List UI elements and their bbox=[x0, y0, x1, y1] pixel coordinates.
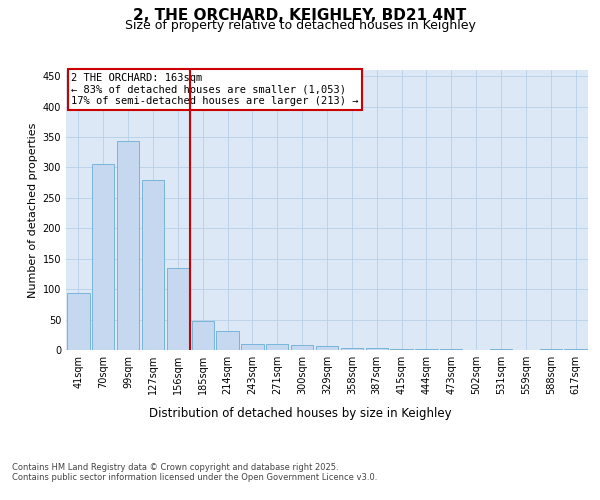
Bar bbox=[391, 349, 413, 350]
Text: Distribution of detached houses by size in Keighley: Distribution of detached houses by size … bbox=[149, 408, 451, 420]
Text: Size of property relative to detached houses in Keighley: Size of property relative to detached ho… bbox=[125, 19, 475, 32]
Bar bbox=[191, 322, 214, 350]
Y-axis label: Number of detached properties: Number of detached properties bbox=[28, 122, 38, 298]
Bar bbox=[92, 164, 115, 350]
Bar bbox=[67, 294, 89, 350]
Text: Contains public sector information licensed under the Open Government Licence v3: Contains public sector information licen… bbox=[12, 472, 377, 482]
Bar bbox=[241, 344, 263, 350]
Bar bbox=[365, 348, 388, 350]
Bar bbox=[565, 349, 587, 350]
Text: 2, THE ORCHARD, KEIGHLEY, BD21 4NT: 2, THE ORCHARD, KEIGHLEY, BD21 4NT bbox=[133, 8, 467, 22]
Text: 2 THE ORCHARD: 163sqm
← 83% of detached houses are smaller (1,053)
17% of semi-d: 2 THE ORCHARD: 163sqm ← 83% of detached … bbox=[71, 73, 359, 106]
Bar bbox=[316, 346, 338, 350]
Bar bbox=[539, 349, 562, 350]
Bar bbox=[167, 268, 189, 350]
Bar bbox=[490, 349, 512, 350]
Text: Contains HM Land Registry data © Crown copyright and database right 2025.: Contains HM Land Registry data © Crown c… bbox=[12, 462, 338, 471]
Bar bbox=[117, 140, 139, 350]
Bar bbox=[341, 348, 363, 350]
Bar bbox=[142, 180, 164, 350]
Bar bbox=[217, 330, 239, 350]
Bar bbox=[266, 344, 289, 350]
Bar bbox=[291, 344, 313, 350]
